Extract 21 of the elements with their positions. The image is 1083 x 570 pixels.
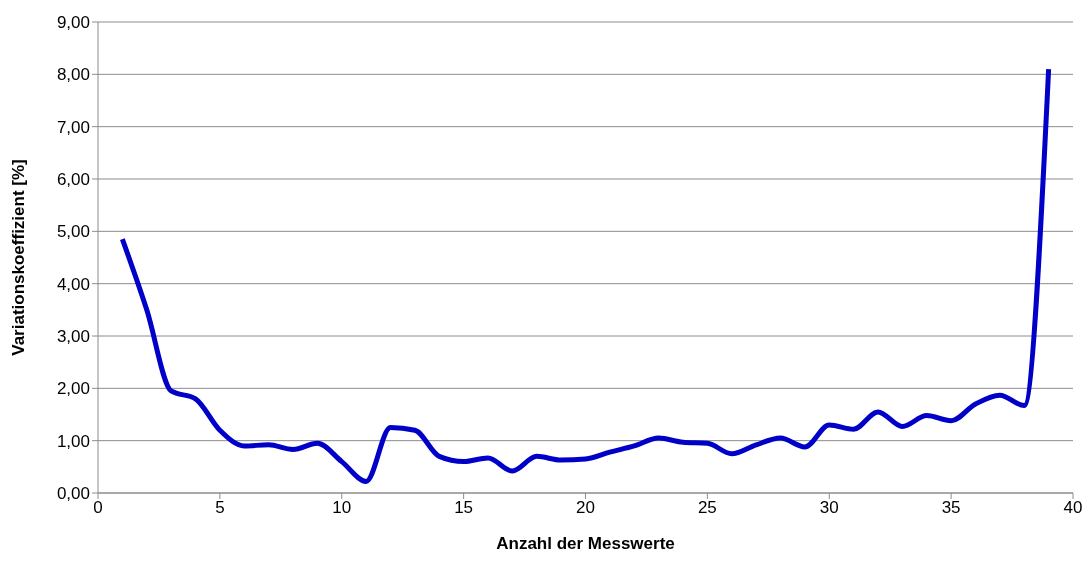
- x-tick-label: 40: [1063, 498, 1083, 518]
- y-tick-label: 0,00: [56, 484, 90, 504]
- y-tick-label: 8,00: [56, 65, 90, 85]
- y-tick-label: 2,00: [56, 379, 90, 399]
- x-tick-label: 30: [819, 498, 839, 518]
- x-tick-label: 5: [215, 498, 225, 518]
- y-axis-title: Variationskoeffizient [%]: [9, 159, 29, 356]
- y-tick-label: 3,00: [56, 327, 90, 347]
- x-tick-label: 35: [941, 498, 961, 518]
- x-tick-label: 25: [697, 498, 717, 518]
- x-tick-label: 0: [93, 498, 103, 518]
- y-tick-label: 7,00: [56, 117, 90, 137]
- x-tick-label: 15: [454, 498, 474, 518]
- y-tick-label: 6,00: [56, 170, 90, 190]
- y-tick-label: 5,00: [56, 222, 90, 242]
- x-axis-title: Anzahl der Messwerte: [496, 534, 675, 553]
- y-tick-label: 9,00: [56, 13, 90, 33]
- y-tick-label: 4,00: [56, 274, 90, 294]
- x-tick-label: 10: [332, 498, 352, 518]
- x-tick-label: 20: [576, 498, 595, 518]
- y-tick-label: 1,00: [56, 431, 90, 451]
